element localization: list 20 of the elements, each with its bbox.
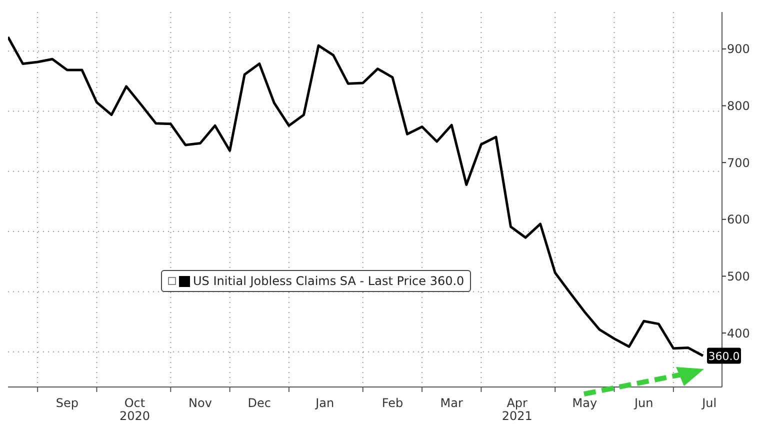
y-tick-label: 900 [727,42,750,56]
x-tick-label: Mar [440,396,463,410]
x-tick-label: Jul [701,396,717,410]
line-series [8,36,704,357]
y-tick-label: 700 [727,156,750,170]
y-tick-label: 800 [727,99,750,114]
legend-label: US Initial Jobless Claims SA - Last Price 360.0 [193,274,464,288]
y-tick-label: 500 [727,269,750,284]
x-tick-label: Jun [633,396,654,410]
x-tick-label: Feb [382,396,404,410]
x-tick-label: Jan [314,396,334,410]
y-tick-label: 600 [727,212,750,227]
data-label: 360.0 [708,350,740,363]
x-tick-label: May [572,396,598,410]
x-tick-label: Oct 2020 [119,396,150,423]
x-tick-label: Nov [188,396,212,410]
y-tick-label: 400 [727,326,750,340]
x-tick-label: Sep [56,396,78,410]
x-tick-label: Dec [248,396,271,410]
x-tick-label: Apr 2021 [502,396,532,423]
